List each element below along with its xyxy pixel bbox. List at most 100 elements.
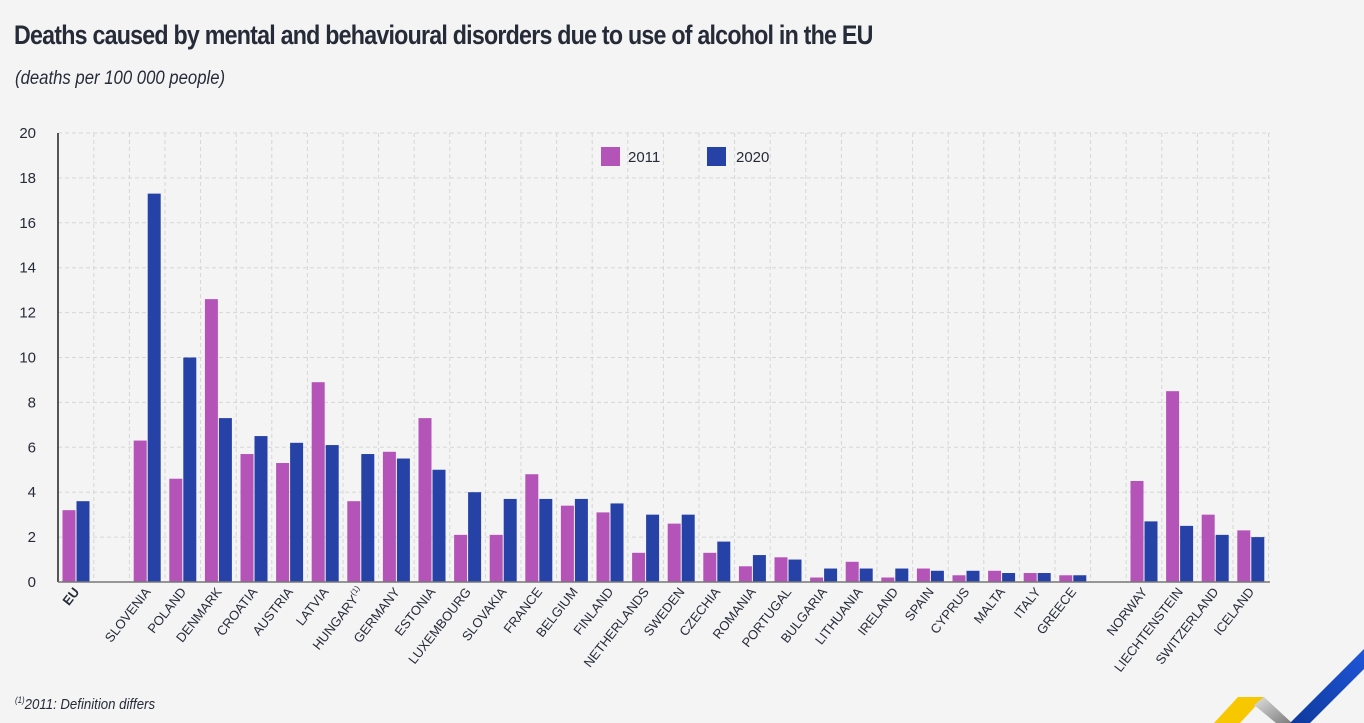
bar-2020-netherlands [646, 514, 660, 582]
bar-2011-germany [382, 451, 396, 582]
bar-2011-slovenia [133, 440, 147, 582]
bar-2020-portugal [788, 559, 802, 582]
bar-2020-sweden [681, 514, 695, 582]
x-tick-label: MALTA [971, 584, 1009, 626]
bar-2011-switzerland [1201, 514, 1215, 582]
bar-2020-austria [290, 442, 304, 582]
y-tick-label: 18 [19, 170, 36, 187]
bar-2020-croatia [254, 436, 268, 582]
grid-lines [58, 132, 1270, 582]
bar-2011-cyprus [952, 575, 966, 582]
y-tick-label: 12 [19, 305, 36, 322]
y-tick-label: 4 [28, 484, 36, 501]
bars [62, 193, 1265, 583]
bar-2011-finland [596, 512, 610, 582]
y-tick-label: 20 [19, 125, 36, 142]
y-tick-label: 16 [19, 215, 36, 232]
bar-2020-luxembourg [468, 492, 482, 582]
footnote-marker: (1) [15, 695, 25, 705]
bar-2020-ireland [895, 568, 909, 582]
bar-2011-bulgaria [810, 577, 824, 582]
bar-2011-netherlands [632, 552, 646, 582]
bar-2011-slovakia [489, 534, 503, 582]
y-tick-label: 14 [19, 260, 36, 277]
bar-2011-ireland [881, 577, 895, 582]
bar-2011-france [525, 474, 539, 582]
bar-2020-malta [1002, 573, 1016, 582]
logo-grey-stripe [1254, 697, 1292, 723]
bar-2020-iceland [1251, 537, 1265, 582]
bar-2020-slovenia [147, 193, 161, 583]
bar-2011-denmark [204, 299, 218, 582]
y-axis-ticks: 0 2 4 6 8 10 12 14 16 18 20 [19, 125, 36, 591]
x-tick-label: ITALY [1011, 584, 1044, 620]
bar-2020-denmark [218, 418, 232, 582]
bar-2020-switzerland [1215, 534, 1229, 582]
bar-2011-luxembourg [454, 534, 468, 582]
bar-2011-czechia [703, 552, 717, 582]
bar-2011-greece [1059, 575, 1073, 582]
y-tick-label: 6 [28, 439, 36, 456]
bar-2020-greece [1073, 575, 1087, 582]
bar-2011-austria [276, 463, 290, 582]
bar-2011-romania [738, 566, 752, 582]
bar-2011-norway [1130, 480, 1144, 582]
bar-2020-france [539, 498, 553, 582]
bar-2011-eu [62, 510, 76, 582]
legend-swatch-2011 [601, 147, 620, 166]
logo-yellow-stripe [1214, 697, 1264, 723]
y-tick-label: 0 [28, 574, 36, 591]
y-tick-label: 10 [19, 350, 36, 367]
x-tick-label: SPAIN [902, 585, 937, 624]
eurostat-logo-icon [1214, 649, 1364, 723]
bar-2011-liechtenstein [1166, 391, 1180, 582]
bar-2020-belgium [574, 498, 588, 582]
bar-2011-portugal [774, 557, 788, 582]
bar-2011-hungary-1- [347, 501, 361, 582]
bar-2011-croatia [240, 454, 254, 582]
bar-2011-lithuania [845, 561, 859, 582]
bar-2020-cyprus [966, 570, 980, 582]
x-tick-label: LUXEMBOURG [405, 585, 474, 667]
y-tick-label: 8 [28, 394, 36, 411]
x-axis-labels: EU SLOVENIAPOLANDDENMARKCROATIAAUSTRIALAT… [59, 584, 1257, 675]
bar-2020-eu [76, 501, 90, 582]
bar-2020-italy [1037, 573, 1051, 582]
footnote-text: 2011: Definition differs [24, 696, 156, 713]
bar-2020-slovakia [503, 498, 517, 582]
bar-2020-romania [752, 555, 766, 582]
chart-subtitle: (deaths per 100 000 people) [15, 68, 226, 89]
bar-2011-sweden [667, 523, 681, 582]
bar-2020-latvia [325, 445, 339, 582]
bar-2020-spain [930, 570, 944, 582]
bar-2020-liechtenstein [1180, 525, 1194, 582]
x-tick-label: SLOVENIA [102, 584, 154, 645]
y-tick-label: 2 [28, 529, 36, 546]
bar-2011-spain [916, 568, 930, 582]
bar-2011-belgium [560, 505, 574, 582]
legend: 2011 2020 [601, 147, 769, 166]
bar-2011-iceland [1237, 530, 1251, 582]
legend-label-2020: 2020 [736, 149, 769, 166]
bar-2011-latvia [311, 382, 325, 582]
bar-2011-malta [988, 570, 1002, 582]
logo-blue-stripe [1290, 649, 1364, 723]
bar-2020-czechia [717, 541, 731, 582]
bar-2020-estonia [432, 469, 446, 582]
bar-2020-bulgaria [824, 568, 838, 582]
bar-2020-poland [183, 357, 197, 582]
bar-2020-norway [1144, 521, 1158, 582]
chart-title: Deaths caused by mental and behavioural … [14, 20, 873, 50]
bar-2020-hungary-1- [361, 454, 375, 582]
bar-2020-finland [610, 503, 624, 582]
bar-2020-germany [396, 458, 410, 582]
bar-2011-poland [169, 478, 183, 582]
legend-label-2011: 2011 [628, 149, 660, 166]
bar-2011-italy [1023, 573, 1037, 582]
x-tick-label: EU [59, 585, 82, 608]
bar-2020-lithuania [859, 568, 873, 582]
footnote: (1)2011: Definition differs [15, 695, 155, 713]
bar-2011-estonia [418, 418, 432, 582]
legend-swatch-2020 [707, 147, 726, 166]
